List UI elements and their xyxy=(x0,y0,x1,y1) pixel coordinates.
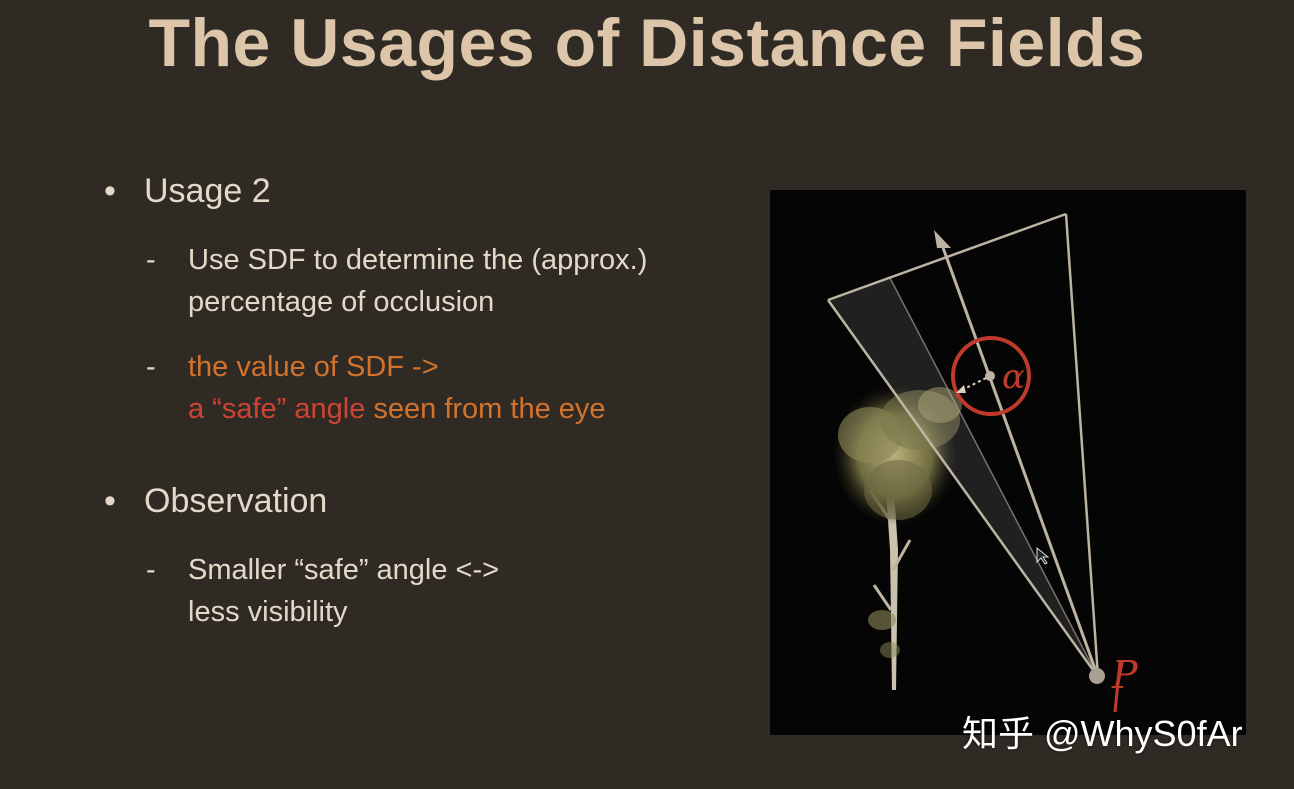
sub-bullet-visibility: - Smaller “safe” angle <-> less visibili… xyxy=(146,549,499,633)
sub-bullet-line: percentage of occlusion xyxy=(188,286,495,318)
cone-outline xyxy=(826,212,1100,678)
bullet-usage-2: • Usage 2 xyxy=(104,172,271,211)
slide-title: The Usages of Distance Fields xyxy=(148,5,1146,81)
tree-icon xyxy=(833,385,962,690)
safe-sphere-circle xyxy=(951,336,1031,416)
sub-bullet-line: Smaller “safe” angle <-> xyxy=(188,554,500,586)
bullet-label: Usage 2 xyxy=(144,172,271,210)
bullet-observation: • Observation xyxy=(104,482,327,521)
sub-bullet-occlusion: - Use SDF to determine the (approx.) per… xyxy=(146,239,647,323)
watermark: 知乎 @WhyS0fAr xyxy=(962,713,1243,754)
sub-bullet-line: the value of SDF -> xyxy=(188,351,439,383)
occlusion-wedge xyxy=(828,278,1098,677)
bullet-dot-icon: • xyxy=(104,482,116,520)
point-label: P xyxy=(1111,653,1139,697)
eye-point xyxy=(1089,668,1105,684)
sub-bullet-sdf-value: - the value of SDF -> a “safe” angle see… xyxy=(146,346,606,430)
sample-point xyxy=(985,371,995,381)
cone-diagram: P α xyxy=(826,212,1139,713)
cone-tracing-figure: P α xyxy=(770,190,1246,735)
sub-bullet-line: less visibility xyxy=(188,596,348,628)
dash-icon: - xyxy=(146,244,156,276)
sub-bullet-line-rest: seen from the eye xyxy=(365,393,606,425)
dash-icon: - xyxy=(146,351,156,383)
bullet-label: Observation xyxy=(144,482,328,520)
sub-bullet-line: Use SDF to determine the (approx.) xyxy=(188,244,648,276)
bullet-dot-icon: • xyxy=(104,172,116,210)
cone-axis xyxy=(939,241,1100,678)
sdf-radius-dashed xyxy=(961,377,987,391)
dash-icon: - xyxy=(146,554,156,586)
cursor-icon xyxy=(1036,546,1050,565)
angle-symbol-label: α xyxy=(1002,357,1025,397)
arrow-head-icon xyxy=(934,230,951,248)
safe-angle-highlight: a “safe” angle xyxy=(188,393,366,425)
